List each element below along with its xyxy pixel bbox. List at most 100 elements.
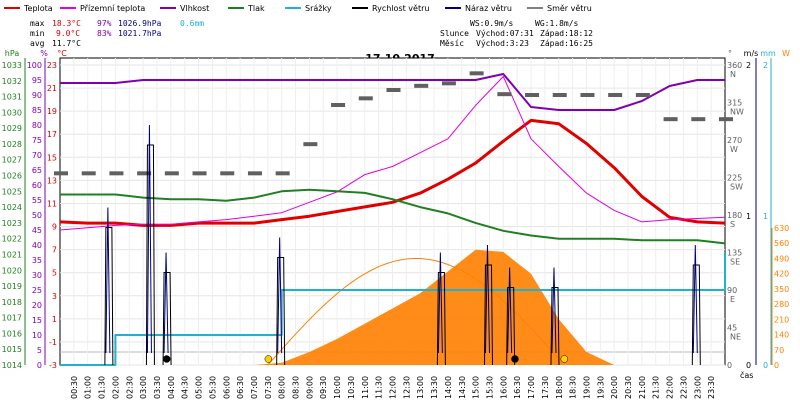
pct-tick: 90 [32, 91, 42, 100]
time-tick: 00:30 [70, 376, 79, 399]
dir-tick: 90 [727, 286, 737, 295]
moonrise-marker [162, 355, 171, 363]
wind-direction-mark [331, 103, 346, 107]
stats-block: max 18.3°C 97% 1026.9hPa 0.6mm min 9.0°C… [30, 19, 204, 48]
time-tick: 18:00 [555, 376, 564, 399]
sunrise-marker [264, 355, 273, 363]
dir-name: SW [730, 183, 743, 192]
stat-max-rain: 0.6mm [180, 19, 204, 28]
c-tick: 3 [52, 292, 57, 301]
wind-speed-burst [162, 272, 172, 366]
hpa-tick: 1029 [2, 124, 22, 133]
mm-tick: 0 [763, 361, 768, 370]
dir-tick: 135 [727, 249, 742, 258]
pct-tick: 60 [32, 181, 42, 190]
hpa-unit: hPa [5, 49, 20, 58]
pct-tick: 55 [32, 196, 42, 205]
gust-spike [105, 207, 111, 354]
ws-value: WS:0.9m/s [470, 19, 514, 28]
wind-speed-burst [691, 264, 701, 366]
wind-direction-mark [497, 92, 512, 97]
pct-unit: % [40, 49, 48, 58]
pct-tick: 65 [32, 166, 42, 175]
stat-min-label: min [30, 29, 45, 38]
w-tick: 630 [774, 224, 789, 233]
c-tick: 1 [52, 315, 57, 324]
dir-tick: 270 [727, 136, 742, 145]
moon-label: Měsíc [440, 39, 464, 48]
wg-value: WG:1.8m/s [535, 19, 579, 28]
hpa-tick: 1015 [2, 345, 22, 354]
wind-speed-burst [436, 272, 446, 366]
wind-direction-mark [635, 93, 650, 97]
time-tick: 05:00 [195, 376, 204, 399]
c-tick: 21 [47, 84, 57, 93]
ms-tick: 2 [746, 61, 751, 70]
w-tick: 0 [774, 361, 779, 370]
pct-tick: 35 [32, 256, 42, 265]
legend-label: Náraz větru [465, 4, 512, 13]
gust-spike [437, 252, 443, 354]
legend-label: Srážky [305, 4, 332, 13]
wind-speed-burst [483, 264, 493, 366]
hpa-tick: 1020 [2, 266, 22, 275]
c-tick: 15 [47, 153, 57, 162]
hpa-tick: 1023 [2, 219, 22, 228]
series-layer [54, 71, 733, 366]
hpa-tick: 1032 [2, 77, 22, 86]
w-tick: 210 [774, 315, 789, 324]
stat-max-press: 1026.9hPa [118, 19, 162, 28]
time-tick: 05:30 [208, 376, 217, 399]
wind-direction-mark [275, 171, 290, 176]
hpa-tick: 1025 [2, 187, 22, 196]
mm-tick: 2 [763, 61, 768, 70]
c-tick: 9 [52, 223, 57, 232]
time-tick: 20:00 [610, 376, 619, 399]
hpa-tick: 1017 [2, 314, 22, 323]
series-line [59, 76, 726, 231]
wind-direction-mark [469, 71, 484, 76]
time-tick: 11:30 [375, 376, 384, 399]
stat-min-hum: 83% [97, 29, 112, 38]
time-tick: 12:00 [389, 376, 398, 399]
chart-legend: Teplota Přízemní teplota Vlhkost Tlak Srážky… [4, 4, 592, 13]
moon-set: Západ:16:25 [540, 39, 593, 48]
wind-direction-mark [525, 93, 540, 97]
dir-name: SE [730, 258, 740, 267]
w-tick: 420 [774, 270, 789, 279]
time-tick: 10:30 [347, 376, 356, 399]
time-tick: 19:00 [582, 376, 591, 399]
dir-tick: 0 [727, 361, 732, 370]
gust-spike [551, 267, 557, 354]
wind-speed-burst [104, 227, 114, 366]
time-tick: 09:00 [305, 376, 314, 399]
hpa-tick: 1018 [2, 298, 22, 307]
wind-direction-mark [137, 171, 152, 176]
time-tick: 01:30 [98, 376, 107, 399]
legend-label: Směr větru [547, 4, 592, 13]
wind-speed-burst [506, 287, 516, 366]
wind-direction-mark [358, 96, 373, 101]
time-tick: 10:00 [333, 376, 342, 399]
wind-direction-mark [164, 171, 179, 176]
time-tick: 23:30 [707, 376, 716, 399]
time-tick: 21:00 [638, 376, 647, 399]
hpa-tick: 1031 [2, 93, 22, 102]
wind-speed-burst [145, 144, 155, 366]
wind-direction-mark [441, 81, 456, 86]
hpa-tick: 1016 [2, 329, 22, 338]
time-tick: 16:30 [513, 376, 522, 399]
w-tick: 140 [774, 331, 789, 340]
hpa-tick: 1026 [2, 172, 22, 181]
legend-label: Tlak [247, 4, 265, 13]
series-line [60, 188, 726, 245]
wind-direction-mark [580, 93, 595, 97]
time-tick: 03:00 [139, 376, 148, 399]
ms-unit: m/s [744, 49, 759, 58]
pct-tick: 25 [32, 286, 42, 295]
time-tick: 01:00 [84, 376, 93, 399]
time-tick: 07:00 [250, 376, 259, 399]
pct-tick: 100 [27, 61, 42, 70]
pct-tick: 20 [32, 301, 42, 310]
